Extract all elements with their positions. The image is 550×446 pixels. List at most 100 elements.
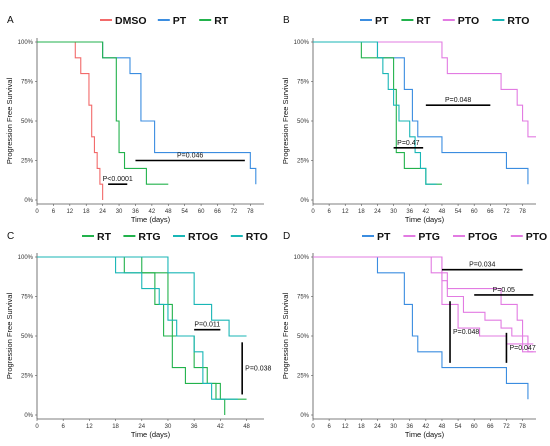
- y-tick-label: 50%: [21, 334, 34, 340]
- p-value-label: P=0.048: [445, 97, 471, 104]
- x-tick-label: 54: [181, 209, 188, 215]
- x-tick-label: 36: [406, 209, 413, 215]
- y-tick-label: 0%: [24, 198, 33, 204]
- x-tick-label: 12: [342, 209, 349, 215]
- y-tick-label: 50%: [297, 119, 310, 125]
- legend-label-rto: RTO: [507, 15, 529, 27]
- y-tick-label: 100%: [294, 40, 310, 46]
- x-tick-label: 18: [358, 209, 365, 215]
- x-tick-label: 0: [311, 424, 315, 430]
- y-tick-label: 100%: [18, 255, 34, 261]
- panel-label: C: [7, 231, 14, 242]
- x-tick-label: 12: [86, 424, 93, 430]
- x-tick-label: 60: [471, 424, 478, 430]
- y-tick-label: 50%: [297, 334, 310, 340]
- x-tick-label: 24: [138, 424, 145, 430]
- y-axis-label: Progression Free Survival: [5, 78, 14, 165]
- p-value-label: P=0.05: [493, 287, 515, 294]
- y-tick-label: 0%: [300, 198, 309, 204]
- x-tick-label: 48: [439, 209, 446, 215]
- x-tick-label: 6: [62, 424, 66, 430]
- y-tick-label: 75%: [21, 80, 34, 86]
- legend-label-pto: PTO: [526, 231, 547, 243]
- series-line-rto: [37, 256, 238, 400]
- x-tick-label: 18: [358, 424, 365, 430]
- x-tick-label: 6: [327, 209, 331, 215]
- y-tick-label: 75%: [21, 295, 34, 301]
- x-tick-label: 48: [439, 424, 446, 430]
- x-tick-label: 42: [422, 424, 429, 430]
- x-tick-label: 36: [191, 424, 198, 430]
- legend-label-rt: RT: [214, 15, 229, 27]
- x-tick-label: 6: [52, 209, 56, 215]
- x-tick-label: 66: [487, 209, 494, 215]
- x-tick-label: 24: [99, 209, 106, 215]
- panel-d: D 0% 25% 50% 75% 100% 0 6 12 18 24 30 36 42 48 54 60 66 72…: [281, 231, 547, 439]
- x-axis-label: Time (days): [405, 215, 445, 224]
- y-axis-label: Progression Free Survival: [281, 293, 290, 380]
- p-value-label: P=0.047: [509, 345, 535, 352]
- x-tick-label: 30: [390, 209, 397, 215]
- panel-label: B: [283, 15, 290, 26]
- p-value-label: P=0.034: [469, 262, 495, 269]
- x-tick-label: 12: [342, 424, 349, 430]
- x-tick-label: 36: [132, 209, 139, 215]
- x-tick-label: 66: [487, 424, 494, 430]
- x-tick-label: 6: [327, 424, 331, 430]
- legend-label-ptog: PTOG: [468, 231, 498, 243]
- y-tick-label: 25%: [21, 159, 34, 165]
- y-tick-label: 100%: [18, 40, 34, 46]
- x-axis-label: Time (days): [131, 430, 171, 439]
- x-tick-label: 78: [519, 209, 526, 215]
- x-tick-label: 30: [165, 424, 172, 430]
- x-tick-label: 60: [471, 209, 478, 215]
- legend-label-pt: PT: [375, 15, 389, 27]
- series-line-rtog: [37, 256, 247, 337]
- x-axis-label: Time (days): [131, 215, 171, 224]
- legend-label-pto: PTO: [458, 15, 479, 27]
- x-tick-label: 30: [116, 209, 123, 215]
- legend-label-ptg: PTG: [418, 231, 440, 243]
- series-line-ptog: [313, 256, 534, 345]
- x-tick-label: 60: [198, 209, 205, 215]
- x-tick-label: 18: [112, 424, 119, 430]
- x-tick-label: 42: [422, 209, 429, 215]
- x-axis-label: Time (days): [405, 430, 445, 439]
- legend-label-rto: RTO: [246, 231, 268, 243]
- y-tick-label: 0%: [300, 413, 309, 419]
- legend-label-pt: PT: [173, 15, 187, 27]
- p-value-label: P=0.47: [397, 140, 419, 147]
- legend-label-pt: PT: [377, 231, 391, 243]
- panel-b: B 0% 25% 50% 75% 100% 0 6 12 18 24 30 36 42 48 54 60 66 72…: [281, 15, 536, 224]
- legend-label-rtog: RTOG: [188, 231, 218, 243]
- x-tick-label: 36: [406, 424, 413, 430]
- y-tick-label: 25%: [21, 374, 34, 380]
- y-tick-label: 75%: [297, 80, 310, 86]
- x-tick-label: 24: [374, 424, 381, 430]
- x-tick-label: 30: [390, 424, 397, 430]
- x-tick-label: 42: [217, 424, 224, 430]
- x-tick-label: 78: [247, 209, 254, 215]
- p-value-label: P=0.048: [453, 329, 479, 336]
- x-tick-label: 72: [503, 209, 510, 215]
- y-axis-label: Progression Free Survival: [5, 293, 14, 380]
- x-tick-label: 78: [519, 424, 526, 430]
- y-tick-label: 75%: [297, 295, 310, 301]
- series-line-pt: [313, 256, 529, 400]
- series-line-rt: [37, 41, 169, 185]
- x-tick-label: 0: [35, 424, 39, 430]
- series-line-dmso: [37, 41, 104, 200]
- x-tick-label: 0: [35, 209, 39, 215]
- x-tick-label: 18: [83, 209, 90, 215]
- y-tick-label: 25%: [297, 374, 310, 380]
- p-value-label: P=0.011: [194, 322, 220, 329]
- series-line-pto: [313, 256, 536, 353]
- x-tick-label: 24: [374, 209, 381, 215]
- y-tick-label: 50%: [21, 119, 34, 125]
- x-tick-label: 12: [66, 209, 73, 215]
- p-value-label: P<0.0001: [103, 176, 133, 183]
- y-tick-label: 25%: [297, 159, 310, 165]
- p-value-label: P=0.046: [177, 153, 203, 160]
- x-tick-label: 72: [231, 209, 238, 215]
- p-value-label: P=0.038: [245, 365, 271, 372]
